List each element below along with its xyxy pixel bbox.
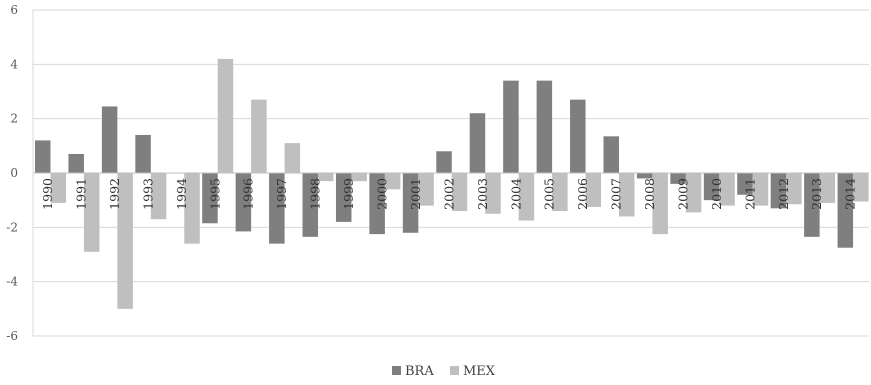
x-tick-label: 2003 <box>475 178 490 210</box>
bar-mex <box>50 173 66 203</box>
bar-mex <box>451 173 468 212</box>
bar-bra <box>837 173 854 248</box>
tick-labels: 6 4 2 0 -2 -4 -6 1990 1991 1992 1993 1994 1995 1996 19… <box>6 3 857 343</box>
bar-bra <box>335 173 352 222</box>
legend: BRA MEX <box>392 364 496 379</box>
bar-bra <box>35 140 51 173</box>
bar-bra <box>804 173 820 237</box>
y-tick-label: 2 <box>10 112 18 126</box>
x-tick-label: 2012 <box>776 178 791 210</box>
bar-mex <box>251 99 267 173</box>
x-tick-label: 2002 <box>441 178 456 210</box>
x-tick-label: 2011 <box>742 178 757 210</box>
bar-bra <box>670 173 686 184</box>
x-tick-label: 1996 <box>241 178 256 210</box>
bar-mex <box>418 173 434 206</box>
bar-bra <box>269 173 285 244</box>
y-tick-label: 6 <box>10 3 18 17</box>
x-tick-label: 2004 <box>508 178 523 210</box>
bar-mex <box>384 173 401 190</box>
y-tick-label: 0 <box>10 166 18 180</box>
bar-bra <box>603 136 619 173</box>
x-tick-label: 1999 <box>341 178 356 210</box>
bar-mex <box>618 173 635 217</box>
bar-bra <box>636 173 653 179</box>
bar-bra <box>202 173 218 224</box>
x-tick-label: 2013 <box>809 178 824 210</box>
legend-label: BRA <box>405 364 434 379</box>
y-tick-label: -4 <box>6 275 18 289</box>
x-tick-label: 1993 <box>140 178 155 210</box>
legend-item-mex: MEX <box>450 364 496 379</box>
bar-bra <box>469 113 486 173</box>
bar-mex <box>752 173 769 206</box>
bar-bra <box>536 80 553 173</box>
x-tick-label: 2009 <box>675 178 690 210</box>
bar-mex <box>819 173 836 203</box>
x-tick-label: 2010 <box>709 178 724 210</box>
bar-bra <box>402 173 419 233</box>
bar-mex <box>83 173 100 252</box>
x-tick-label: 2005 <box>542 178 557 210</box>
bar-bra <box>68 153 84 173</box>
legend-swatch <box>450 366 459 375</box>
bar-mex <box>786 173 802 205</box>
bar-bra <box>302 173 319 237</box>
x-tick-label: 2007 <box>609 178 624 210</box>
y-tick-label: 4 <box>10 57 18 71</box>
bar-mex <box>318 173 334 182</box>
x-tick-label: 2008 <box>642 178 657 210</box>
legend-label: MEX <box>463 364 496 379</box>
x-tick-label: 1998 <box>308 178 323 210</box>
legend-swatch <box>392 366 401 375</box>
x-tick-label: 2006 <box>575 178 590 210</box>
axes <box>32 10 869 336</box>
bar-bra <box>503 80 519 173</box>
bar-mex <box>652 173 668 235</box>
y-tick-label: -2 <box>6 220 18 234</box>
bar-mex <box>518 173 535 221</box>
x-tick-label: 2014 <box>843 178 858 210</box>
bar-mex <box>284 143 301 173</box>
bar-mex <box>184 173 200 244</box>
bar-bra <box>135 134 151 173</box>
x-tick-label: 2001 <box>408 178 423 210</box>
x-tick-label: 2000 <box>374 178 389 210</box>
bar-mex <box>351 173 367 182</box>
bar-bra <box>737 173 753 195</box>
x-tick-label: 1991 <box>74 178 89 210</box>
bar-bra <box>703 173 720 201</box>
x-tick-label: 1992 <box>107 178 122 210</box>
bar-bra <box>369 173 385 235</box>
y-tick-label: -6 <box>6 329 18 343</box>
x-tick-label: 1990 <box>40 178 55 210</box>
x-tick-label: 1994 <box>174 178 189 210</box>
bar-bra <box>570 99 586 173</box>
bar-mex <box>853 173 869 202</box>
bars <box>35 58 869 309</box>
bar-mex <box>485 173 501 214</box>
bar-mex <box>552 173 568 212</box>
bar-mex <box>719 173 735 206</box>
bar-bra <box>436 151 452 173</box>
bar-mex <box>685 173 702 213</box>
bar-bra <box>101 106 118 173</box>
x-tick-label: 1995 <box>207 178 222 210</box>
legend-item-bra: BRA <box>392 364 434 379</box>
bar-mex <box>117 173 133 309</box>
bar-bra <box>235 173 252 232</box>
bar-mex <box>150 173 167 220</box>
bar-mex <box>217 58 234 173</box>
x-tick-label: 1997 <box>274 178 289 210</box>
bar-mex <box>585 173 602 207</box>
gridlines <box>33 9 869 337</box>
bar-bra <box>770 173 787 209</box>
